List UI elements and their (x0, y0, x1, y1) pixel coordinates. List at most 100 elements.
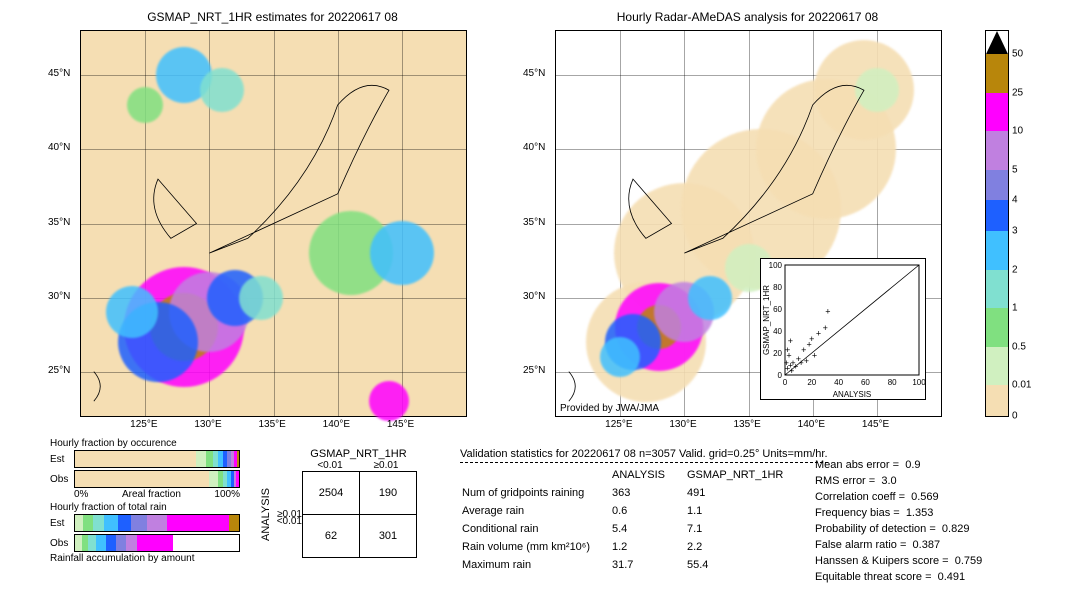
colorbar-label: 0.01 (1012, 380, 1031, 391)
colorbar-label: 2 (1012, 264, 1018, 275)
ytick-label: 30°N (523, 291, 545, 302)
row-label: Est (50, 518, 74, 529)
hourly-fraction-panel: Hourly fraction by occurence Est Obs 0% … (50, 438, 240, 564)
ct-row-header: ANALYSIS (260, 460, 272, 569)
metric-label: RMS error = (815, 475, 875, 487)
ytick-label: 35°N (523, 217, 545, 228)
ct-cell: 190 (360, 472, 417, 515)
colorbar-label: 5 (1012, 164, 1018, 175)
svg-text:80: 80 (888, 378, 897, 387)
svg-text:20: 20 (773, 349, 782, 358)
svg-text:100: 100 (769, 261, 783, 270)
tot-est-bar (74, 514, 240, 532)
ct-cell: 62 (303, 515, 360, 558)
svg-text:60: 60 (861, 378, 870, 387)
xtick: 0% (74, 489, 88, 500)
xtick-label: 125°E (130, 419, 157, 430)
colorbar-label: 0.5 (1012, 341, 1026, 352)
tot-title: Hourly fraction of total rain (50, 502, 240, 513)
svg-text:+: + (823, 323, 828, 333)
svg-text:40: 40 (834, 378, 843, 387)
colorbar-label: 4 (1012, 195, 1018, 206)
colorbar-label: 1 (1012, 303, 1018, 314)
metric-value: 0.491 (938, 571, 966, 583)
validation-title: Validation statistics for 20220617 08 n=… (460, 448, 828, 460)
ytick-label: 30°N (48, 291, 70, 302)
ct-row-label: <0.01 (274, 516, 302, 527)
svg-text:+: + (809, 334, 814, 344)
metric-label: Hanssen & Kuipers score = (815, 555, 949, 567)
svg-text:40: 40 (773, 327, 782, 336)
vt-cell: 7.1 (687, 521, 803, 537)
occ-title: Hourly fraction by occurence (50, 438, 240, 449)
xtick-label: 130°E (194, 419, 221, 430)
metric-value: 0.9 (905, 459, 920, 471)
colorbar-label: 10 (1012, 126, 1023, 137)
ct-cell: 301 (360, 515, 417, 558)
vt-cell: 0.6 (612, 503, 685, 519)
vt-cell: 31.7 (612, 557, 685, 573)
validation-table: Validation statistics for 20220617 08 n=… (460, 448, 828, 575)
svg-text:+: + (825, 307, 830, 317)
ct-cell: 2504 (303, 472, 360, 515)
vt-cell: 1.1 (687, 503, 803, 519)
svg-text:GSMAP_NRT_1HR: GSMAP_NRT_1HR (762, 285, 771, 355)
svg-text:0: 0 (778, 371, 783, 380)
metric-label: Frequency bias = (815, 507, 900, 519)
ytick-label: 25°N (523, 365, 545, 376)
metric-value: 0.387 (913, 539, 941, 551)
ytick-label: 45°N (48, 68, 70, 79)
accum-title: Rainfall accumulation by amount (50, 553, 240, 564)
xtick-label: 135°E (259, 419, 286, 430)
svg-text:60: 60 (773, 305, 782, 314)
vt-row-label: Rain volume (mm km²10⁶) (462, 539, 610, 555)
vt-cell: 2.2 (687, 539, 803, 555)
svg-text:ANALYSIS: ANALYSIS (833, 390, 872, 399)
tot-obs-bar (74, 534, 240, 552)
metrics-list: Mean abs error = 0.9RMS error = 3.0Corre… (815, 458, 982, 586)
svg-text:+: + (784, 358, 789, 368)
svg-text:80: 80 (773, 283, 782, 292)
scatter-inset: 002020404060608080100100++++++++++++++++… (760, 258, 926, 400)
metric-value: 0.829 (942, 523, 970, 535)
vt-cell: 5.4 (612, 521, 685, 537)
vt-cell: 55.4 (687, 557, 803, 573)
ct-col-label: ≥0.01 (358, 460, 414, 471)
svg-text:+: + (804, 356, 809, 366)
metric-label: Probability of detection = (815, 523, 936, 535)
colorbar-label: 50 (1012, 49, 1023, 60)
contingency-table: GSMAP_NRT_1HR ANALYSIS <0.01 ≥0.01 ≥0.01… (260, 448, 417, 569)
metric-label: Mean abs error = (815, 459, 899, 471)
right-map-title: Hourly Radar-AMeDAS analysis for 2022061… (555, 10, 940, 24)
colorbar-label: 25 (1012, 87, 1023, 98)
vt-row-label: Average rain (462, 503, 610, 519)
svg-text:+: + (816, 329, 821, 339)
left-map (80, 30, 467, 417)
ct-col-label: <0.01 (302, 460, 358, 471)
vt-cell: 491 (687, 485, 803, 501)
row-label: Obs (50, 474, 74, 485)
svg-text:20: 20 (807, 378, 816, 387)
vt-cell: 1.2 (612, 539, 685, 555)
svg-text:0: 0 (783, 378, 788, 387)
colorbar: 502510543210.50.010 (985, 30, 1009, 417)
vt-cell: 363 (612, 485, 685, 501)
metric-value: 3.0 (881, 475, 896, 487)
vt-col-header: GSMAP_NRT_1HR (687, 467, 803, 483)
ytick-label: 25°N (48, 365, 70, 376)
vt-row-label: Maximum rain (462, 557, 610, 573)
metric-value: 1.353 (906, 507, 934, 519)
occ-obs-bar (74, 470, 240, 488)
row-label: Obs (50, 538, 74, 549)
svg-text:+: + (812, 351, 817, 361)
xtick-label: 125°E (605, 419, 632, 430)
vt-row-label: Num of gridpoints raining (462, 485, 610, 501)
row-label: Est (50, 454, 74, 465)
ct-col-header: GSMAP_NRT_1HR (300, 448, 417, 460)
metric-value: 0.569 (911, 491, 939, 503)
svg-text:+: + (785, 345, 790, 355)
xaxis-label: Areal fraction (122, 489, 181, 500)
svg-text:+: + (788, 336, 793, 346)
metric-label: False alarm ratio = (815, 539, 906, 551)
vt-row-label: Conditional rain (462, 521, 610, 537)
